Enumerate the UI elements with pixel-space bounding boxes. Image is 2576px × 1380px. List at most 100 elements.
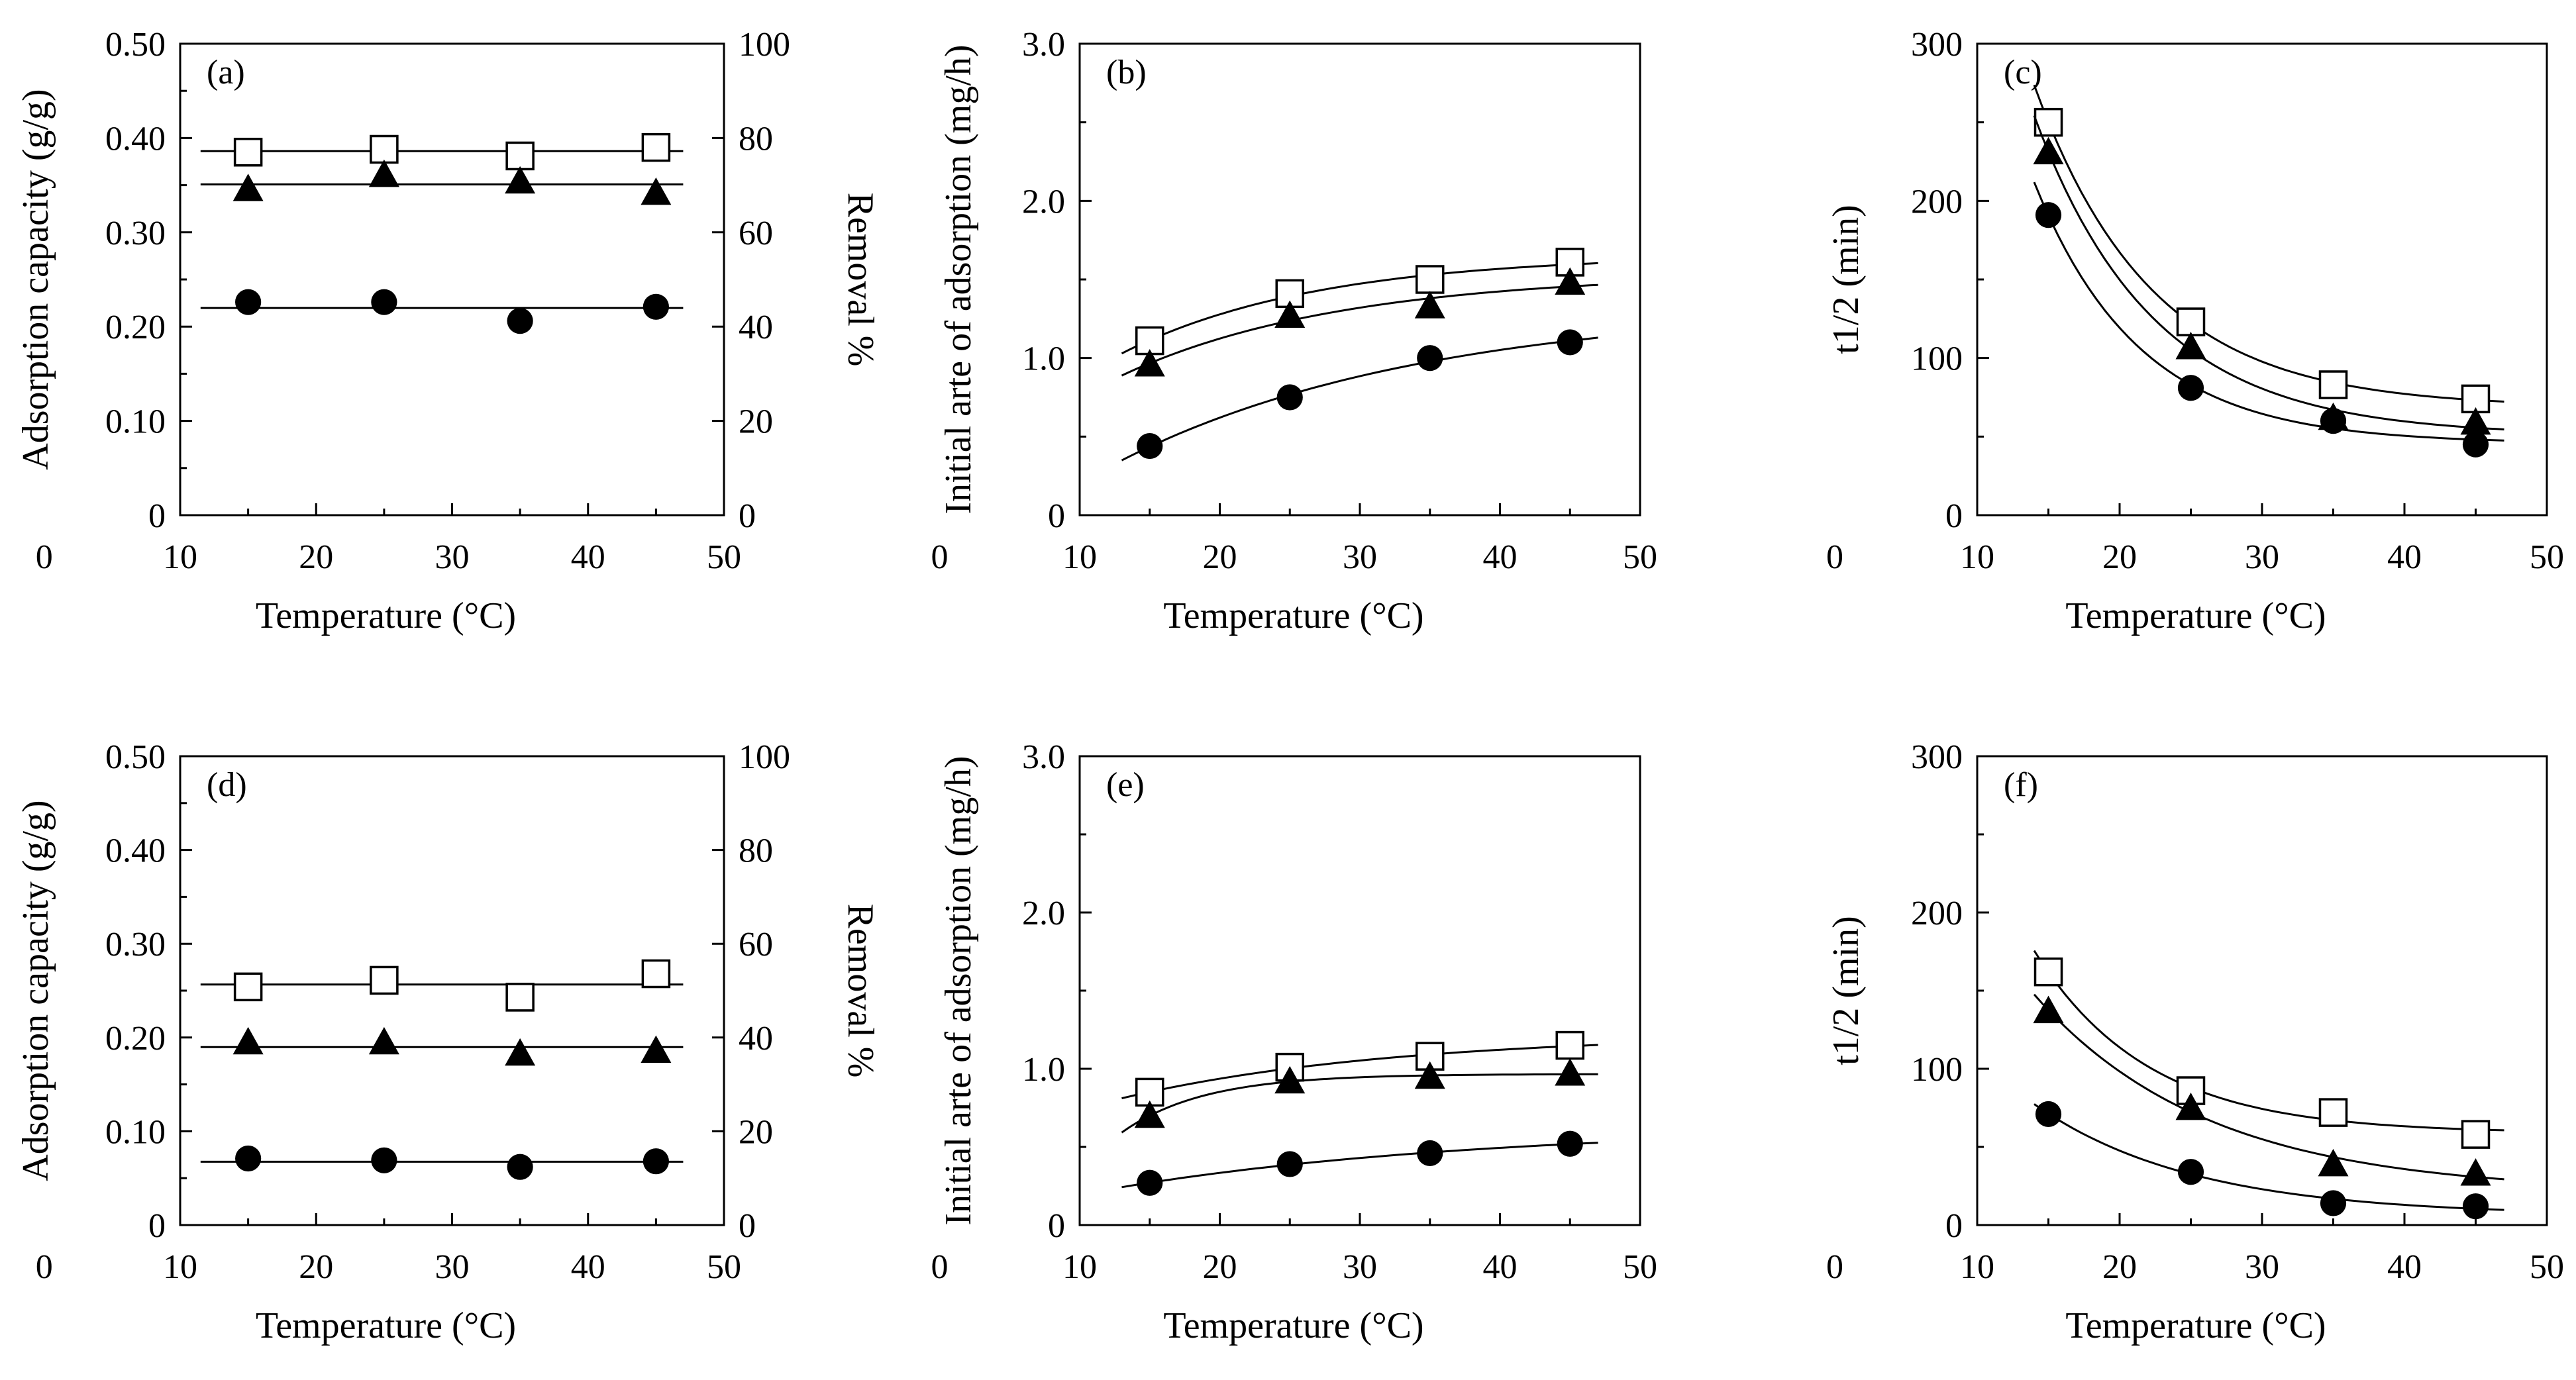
- filled-circle-point: [507, 308, 533, 334]
- y-axis-title: t1/2 (min): [1826, 916, 1867, 1065]
- open-square-point: [505, 141, 535, 171]
- filled-circle-point: [1276, 1151, 1303, 1177]
- x-tick-label: 50: [1623, 538, 1657, 576]
- y2-tick-label: 20: [739, 1113, 773, 1151]
- y-tick-label: 0.50: [105, 26, 166, 64]
- filled-circle-point: [371, 289, 397, 315]
- x-tick-label: 50: [1623, 1248, 1657, 1286]
- open-square-point: [2034, 107, 2063, 137]
- x-tick-label: 20: [2102, 538, 2137, 576]
- panel-label: (f): [2004, 766, 2038, 804]
- panel-a: 0 10 20 30 40 5000.100.200.300.400.5002040608…: [15, 26, 881, 636]
- y2-tick-label: 0: [739, 1207, 756, 1245]
- filled-circle-point: [235, 289, 262, 315]
- y2-axis-title: Removal %: [840, 193, 881, 367]
- filled-triangle-point: [641, 1035, 672, 1063]
- x-tick-label: 0: [36, 538, 53, 576]
- filled-triangle-point: [2460, 1158, 2491, 1186]
- y-tick-label: 300: [1911, 738, 1963, 776]
- x-tick-label: 40: [571, 538, 605, 576]
- y-tick-label: 0.40: [105, 832, 166, 870]
- filled-triangle-point: [1555, 267, 1586, 295]
- y-tick-label: 0.30: [105, 926, 166, 963]
- filled-circle-point: [1417, 1140, 1443, 1167]
- open-square-point: [505, 983, 535, 1012]
- x-tick-label: 30: [2245, 1248, 2279, 1286]
- filled-triangle-point: [2460, 407, 2491, 435]
- x-tick-label: 30: [1343, 538, 1377, 576]
- panel-d: 0 10 20 30 40 5000.100.200.300.400.5002040608…: [15, 738, 881, 1346]
- open-square-point: [2034, 957, 2063, 987]
- x-tick-label: 50: [707, 538, 741, 576]
- filled-circle-point: [507, 1154, 533, 1180]
- x-axis-title: Temperature (°C): [2065, 1305, 2326, 1346]
- filled-circle-point: [2177, 375, 2204, 401]
- open-square-point: [370, 134, 399, 164]
- y-tick-label: 1.0: [1022, 340, 1065, 378]
- fit-line-series-2: [2034, 1103, 2504, 1211]
- filled-triangle-point: [232, 1026, 264, 1055]
- y-tick-label: 0.10: [105, 1113, 166, 1151]
- x-tick-label: 50: [707, 1248, 741, 1286]
- filled-circle-point: [2035, 1101, 2062, 1128]
- filled-circle-point: [643, 293, 669, 320]
- filled-triangle-point: [1134, 349, 1165, 377]
- x-axis-title: Temperature (°C): [1163, 595, 1423, 636]
- panel-label: (c): [2004, 54, 2042, 91]
- panel-label: (e): [1106, 766, 1145, 804]
- fit-line-series-2: [1121, 1142, 1598, 1189]
- y2-tick-label: 40: [739, 1020, 773, 1058]
- fit-line-series-1: [2033, 115, 2504, 430]
- plot-frame: [179, 42, 725, 517]
- filled-circle-point: [2177, 1159, 2204, 1185]
- filled-triangle-point: [1134, 1100, 1165, 1128]
- y-tick-label: 0.10: [105, 403, 166, 441]
- filled-circle-point: [2320, 408, 2347, 434]
- fit-line-series-1: [1121, 283, 1598, 377]
- y-tick-label: 1.0: [1022, 1051, 1065, 1089]
- y-tick-label: 300: [1911, 26, 1963, 64]
- plot-frame: [1078, 755, 1641, 1226]
- x-tick-label: 20: [299, 1248, 333, 1286]
- filled-circle-point: [2320, 1190, 2347, 1216]
- filled-triangle-point: [2033, 995, 2064, 1024]
- x-tick-label: 0: [931, 1248, 949, 1286]
- fit-line-series-2: [2033, 181, 2504, 442]
- fit-line-series-1: [1121, 1073, 1598, 1134]
- y2-tick-label: 40: [739, 309, 773, 346]
- y-tick-label: 200: [1911, 183, 1963, 221]
- x-tick-label: 10: [1960, 1248, 1994, 1286]
- filled-triangle-point: [2318, 1148, 2349, 1177]
- y2-tick-label: 100: [739, 26, 790, 64]
- x-tick-label: 0: [36, 1248, 53, 1286]
- x-tick-label: 0: [931, 538, 949, 576]
- open-square-point: [233, 972, 263, 1002]
- x-tick-label: 20: [299, 538, 333, 576]
- x-tick-label: 20: [2102, 1248, 2137, 1286]
- x-tick-label: 0: [1826, 538, 1843, 576]
- open-square-point: [641, 132, 671, 162]
- open-square-point: [2318, 370, 2348, 399]
- x-axis-title: Temperature (°C): [1163, 1305, 1423, 1346]
- open-square-point: [2318, 1098, 2348, 1127]
- y2-tick-label: 60: [739, 926, 773, 963]
- y-tick-label: 0.20: [105, 309, 166, 346]
- fit-line-series-0: [1121, 262, 1598, 355]
- y2-tick-label: 80: [739, 832, 773, 870]
- x-axis-title: Temperature (°C): [2065, 595, 2326, 636]
- panel-label: (d): [207, 766, 247, 804]
- filled-circle-point: [2035, 202, 2062, 228]
- filled-circle-point: [1557, 1130, 1583, 1157]
- filled-circle-point: [371, 1147, 397, 1173]
- x-tick-label: 10: [163, 1248, 197, 1286]
- filled-triangle-point: [368, 159, 399, 187]
- fit-line-series-0: [1121, 1044, 1598, 1100]
- y-axis-title: Adsorption capacity (g/g): [15, 800, 56, 1181]
- open-square-point: [1555, 248, 1584, 277]
- y-tick-label: 100: [1911, 340, 1963, 378]
- filled-triangle-point: [1414, 1061, 1445, 1089]
- x-tick-label: 20: [1203, 538, 1237, 576]
